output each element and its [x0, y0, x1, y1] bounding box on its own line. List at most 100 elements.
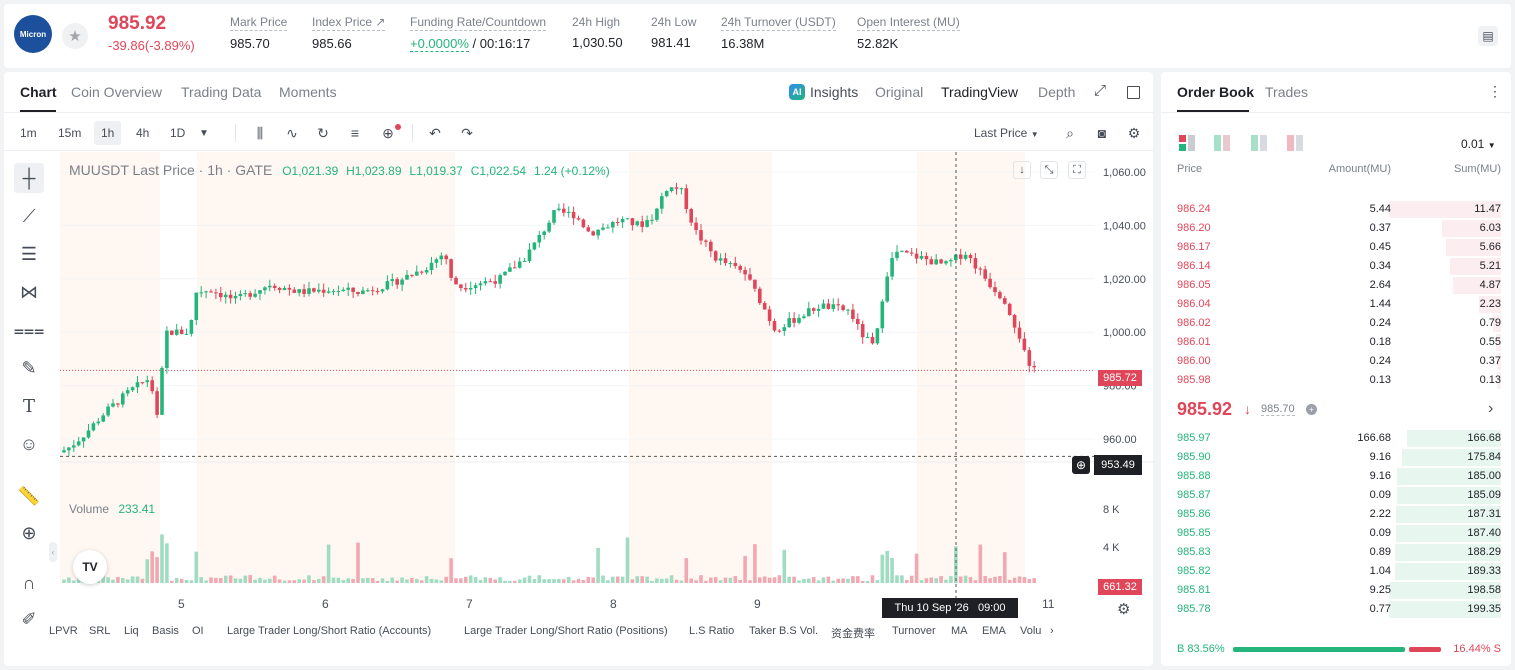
chart-settings-icon[interactable]: ⚙ [1117, 601, 1131, 618]
add-plus-icon[interactable]: ⊕ [382, 124, 394, 141]
ruler-tool-icon[interactable]: 📏 [17, 485, 41, 506]
price-chart[interactable]: 1,060.001,040.001,020.001,000.00980.0096… [60, 152, 1154, 612]
timeframe-15m[interactable]: 15m [58, 126, 82, 140]
collapse-toolbar-icon[interactable]: ‹ [49, 542, 57, 562]
indicator-lpvr[interactable]: LPVR [49, 625, 78, 637]
chevron-right-icon[interactable]: › [1488, 400, 1494, 417]
expand-icon[interactable]: ⤢ [1094, 82, 1107, 99]
trend-line-tool-icon[interactable]: ⟋ [22, 205, 36, 226]
tab-tradingview[interactable]: TradingView [941, 84, 1019, 100]
indicator-taker-vol[interactable]: Taker B.S Vol. [749, 625, 819, 637]
mid-mark-price[interactable]: 985.70 [1261, 403, 1295, 416]
sells-view-icon[interactable] [1287, 135, 1303, 151]
crosshair-tool-icon[interactable]: ┼ [14, 163, 44, 193]
insights-button[interactable]: Insights [810, 84, 859, 100]
search-icon[interactable]: ⌕ [1066, 124, 1074, 141]
settings-list-icon[interactable]: ≡ [350, 125, 360, 141]
horizontal-lines-tool-icon[interactable]: ☰ [20, 243, 38, 264]
indicator-turnover[interactable]: Turnover [892, 625, 936, 637]
ask-row[interactable]: 986.05 2.64 4.87 [1161, 276, 1511, 295]
bid-row[interactable]: 985.83 0.89 188.29 [1161, 543, 1511, 562]
bid-row[interactable]: 985.87 0.09 185.09 [1161, 486, 1511, 505]
timeframe-1m[interactable]: 1m [20, 126, 37, 140]
brush-tool-icon[interactable]: ✎ [21, 357, 37, 378]
tab-moments[interactable]: Moments [279, 84, 337, 100]
tab-coin-overview[interactable]: Coin Overview [71, 84, 163, 100]
stat-index-price[interactable]: Index Price ↗ 985.66 [312, 14, 386, 51]
ask-row[interactable]: 986.04 1.44 2.23 [1161, 295, 1511, 314]
chevron-right-icon[interactable]: › [1050, 625, 1054, 637]
tab-trading-data[interactable]: Trading Data [181, 84, 262, 100]
info-icon[interactable]: + [1306, 404, 1317, 415]
stat-funding-rate[interactable]: Funding Rate/Countdown +0.0000% / 00:16:… [410, 14, 547, 52]
text-tool-icon[interactable]: T [22, 395, 35, 417]
tab-chart[interactable]: Chart [20, 84, 57, 100]
bid-row[interactable]: 985.97 166.68 166.68 [1161, 429, 1511, 448]
gear-icon[interactable]: ⚙ [1127, 124, 1141, 141]
bid-row[interactable]: 985.81 9.25 198.58 [1161, 581, 1511, 600]
more-icon[interactable]: ⋮ [1488, 83, 1502, 99]
ask-row[interactable]: 986.24 5.44 11.47 [1161, 200, 1511, 219]
pattern-tool-icon[interactable]: ⋈ [20, 281, 38, 302]
indicators-icon[interactable]: ∿ [286, 124, 298, 141]
timeframe-4h[interactable]: 4h [136, 126, 150, 140]
redo-icon[interactable]: ↷ [461, 124, 473, 141]
timeframe-1d[interactable]: 1D [170, 126, 186, 140]
add-alert-icon[interactable]: ⊕ [1072, 456, 1090, 474]
chevron-down-icon[interactable]: ▼ [199, 128, 209, 139]
bid-row[interactable]: 985.88 9.16 185.00 [1161, 467, 1511, 486]
indicator-basis[interactable]: Basis [152, 625, 179, 637]
undo-icon[interactable]: ↶ [429, 124, 441, 141]
ask-row[interactable]: 986.00 0.24 0.37 [1161, 352, 1511, 371]
both-sides-view-icon[interactable] [1179, 135, 1195, 151]
candle-type-icon[interactable]: ⫼ [256, 124, 264, 141]
timeframe-1h[interactable]: 1h [94, 121, 122, 145]
indicator-trader-accounts[interactable]: Large Trader Long/Short Ratio (Accounts) [227, 625, 432, 637]
emoji-tool-icon[interactable]: ☺ [19, 433, 39, 454]
stat-mark-price[interactable]: Mark Price 985.70 [230, 14, 288, 51]
scroll-down-icon[interactable]: ↓ [1013, 161, 1031, 179]
ask-row[interactable]: 986.01 0.18 0.55 [1161, 333, 1511, 352]
tab-original[interactable]: Original [875, 84, 924, 100]
tab-trades[interactable]: Trades [1265, 84, 1309, 100]
indicator-ls-ratio[interactable]: L.S Ratio [689, 625, 735, 637]
edit-tool-icon[interactable]: ✐ [21, 608, 37, 629]
ask-row[interactable]: 985.98 0.13 0.13 [1161, 371, 1511, 390]
indicator-oi[interactable]: OI [192, 625, 204, 637]
bid-row[interactable]: 985.90 9.16 175.84 [1161, 448, 1511, 467]
refresh-icon[interactable]: ↻ [317, 124, 329, 141]
zoom-in-tool-icon[interactable]: ⊕ [21, 522, 37, 543]
indicator-ma[interactable]: MA [951, 625, 968, 637]
magnet-tool-icon[interactable]: ∩ [22, 572, 36, 593]
indicator-srl[interactable]: SRL [89, 625, 111, 637]
tab-order-book[interactable]: Order Book [1177, 84, 1255, 100]
bid-row[interactable]: 985.78 0.77 199.35 [1161, 600, 1511, 619]
asks-view-icon[interactable] [1251, 135, 1267, 151]
precision-select[interactable]: 0.01 ▼ [1461, 137, 1496, 151]
indicator-funding[interactable]: 资金费率 [831, 628, 875, 640]
fib-tool-icon[interactable]: ⩶ [13, 319, 45, 340]
bid-row[interactable]: 985.82 1.04 189.33 [1161, 562, 1511, 581]
ask-row[interactable]: 986.17 0.45 5.66 [1161, 238, 1511, 257]
book-icon[interactable]: ▤ [1478, 26, 1498, 46]
ask-row[interactable]: 986.20 0.37 6.03 [1161, 219, 1511, 238]
bid-row[interactable]: 985.85 0.09 187.40 [1161, 524, 1511, 543]
camera-icon[interactable]: ◙ [1097, 125, 1107, 141]
favorite-star-icon[interactable]: ★ [62, 23, 88, 49]
indicator-liq[interactable]: Liq [124, 625, 139, 637]
indicator-ema[interactable]: EMA [982, 625, 1006, 637]
indicator-volume[interactable]: Volu [1020, 625, 1042, 637]
bid-row[interactable]: 985.86 2.22 187.31 [1161, 505, 1511, 524]
stat-open-interest[interactable]: Open Interest (MU) 52.82K [857, 14, 960, 51]
bids-view-icon[interactable] [1214, 135, 1230, 151]
ask-row[interactable]: 986.02 0.24 0.79 [1161, 314, 1511, 333]
stat-24h-turnover[interactable]: 24h Turnover (USDT) 16.38M [721, 14, 836, 51]
fullscreen-icon[interactable]: ⛶ [1068, 161, 1086, 179]
indicator-trader-positions[interactable]: Large Trader Long/Short Ratio (Positions… [464, 625, 668, 637]
last-price-select[interactable]: Last Price ▼ [974, 126, 1039, 140]
ask-row[interactable]: 986.14 0.34 5.21 [1161, 257, 1511, 276]
tradingview-logo[interactable]: TV [73, 550, 107, 584]
window-icon[interactable] [1127, 86, 1140, 99]
collapse-icon[interactable]: ⤡ [1040, 161, 1058, 179]
tab-depth[interactable]: Depth [1038, 84, 1076, 100]
